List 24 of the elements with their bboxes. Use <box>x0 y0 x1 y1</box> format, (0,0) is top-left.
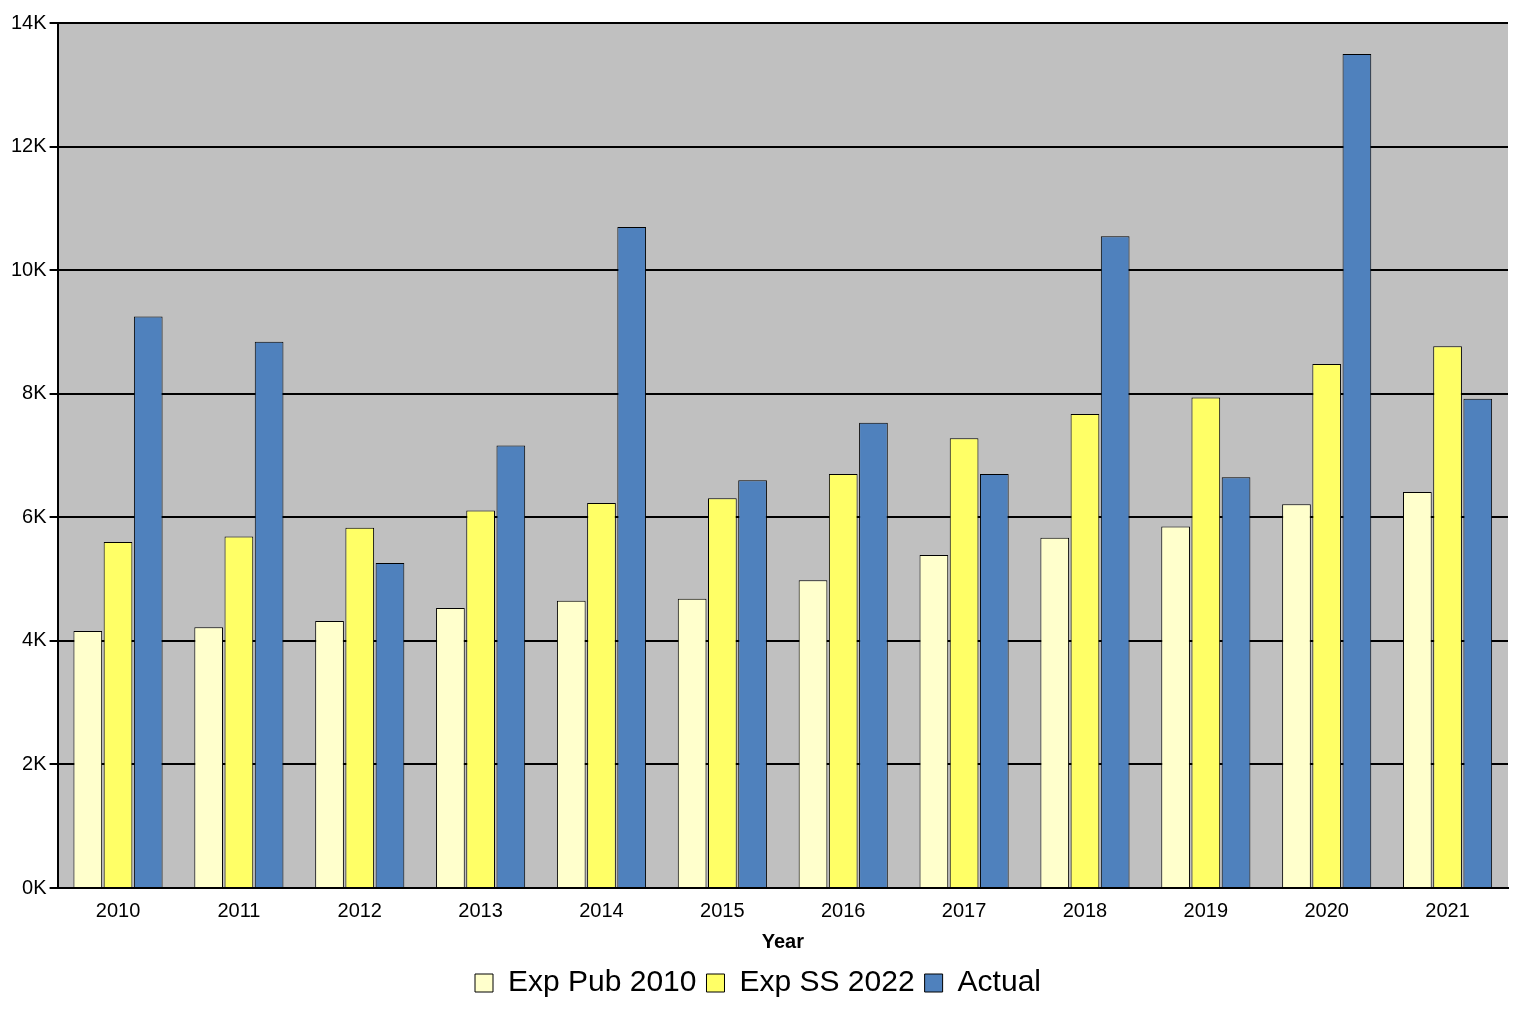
x-tick-label: 2013 <box>458 898 503 921</box>
y-tick-label: 14K <box>10 10 48 33</box>
y-tick-label: 12K <box>10 134 48 157</box>
x-tick-label: 2018 <box>1062 898 1108 921</box>
x-tick-label: 2015 <box>700 898 745 921</box>
y-tick-label: 6K <box>22 504 48 527</box>
x-tick-label: 2016 <box>820 898 866 921</box>
x-tick-label: 2012 <box>337 898 383 921</box>
x-axis-title: Year <box>761 929 805 952</box>
y-tick-label: 10K <box>10 257 48 280</box>
legend-label: Actual <box>957 964 1041 998</box>
legend-label: Exp SS 2022 <box>739 964 915 998</box>
x-tick-label: 2014 <box>579 898 624 921</box>
x-tick-label: 2010 <box>95 898 141 921</box>
y-tick-label: 8K <box>22 381 48 404</box>
legend-label: Exp Pub 2010 <box>508 964 697 998</box>
x-tick-label: 2011 <box>217 898 261 921</box>
x-tick-label: 2020 <box>1304 898 1349 921</box>
x-tick-label: 2021 <box>1425 898 1470 921</box>
x-tick-label: 2019 <box>1183 898 1229 921</box>
y-tick-label: 0K <box>22 875 48 898</box>
x-tick-label: 2017 <box>941 898 987 921</box>
y-tick-label: 2K <box>22 751 48 774</box>
y-tick-label: 4K <box>22 628 48 651</box>
